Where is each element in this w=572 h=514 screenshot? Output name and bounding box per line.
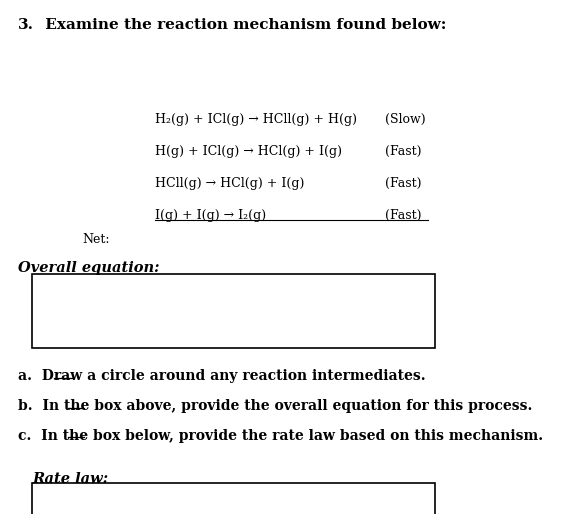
Text: Rate law:: Rate law: [32, 472, 108, 486]
Text: b.  In the box above, provide the overall equation for this process.: b. In the box above, provide the overall… [18, 399, 533, 413]
Text: Net:: Net: [82, 233, 109, 246]
Text: H(g) + ICl(g) → HCl(g) + I(g): H(g) + ICl(g) → HCl(g) + I(g) [155, 145, 342, 158]
Text: 3.: 3. [18, 18, 34, 32]
Text: I(g) + I(g) → I₂(g): I(g) + I(g) → I₂(g) [155, 209, 266, 222]
Text: (Fast): (Fast) [385, 145, 422, 158]
Text: HCll(g) → HCl(g) + I(g): HCll(g) → HCl(g) + I(g) [155, 177, 304, 190]
Text: c.  In the box below, provide the rate law based on this mechanism.: c. In the box below, provide the rate la… [18, 429, 543, 443]
Text: Overall equation:: Overall equation: [18, 261, 160, 275]
Text: (Slow): (Slow) [385, 113, 426, 126]
Text: H₂(g) + ICl(g) → HCll(g) + H(g): H₂(g) + ICl(g) → HCll(g) + H(g) [155, 113, 357, 126]
Text: Examine the reaction mechanism found below:: Examine the reaction mechanism found bel… [39, 18, 446, 32]
Bar [32, 274, 435, 348]
Text: a.  Draw a circle around any reaction intermediates.: a. Draw a circle around any reaction int… [18, 369, 426, 383]
Text: (Fast): (Fast) [385, 209, 422, 222]
Bar [32, 483, 435, 514]
Text: (Fast): (Fast) [385, 177, 422, 190]
